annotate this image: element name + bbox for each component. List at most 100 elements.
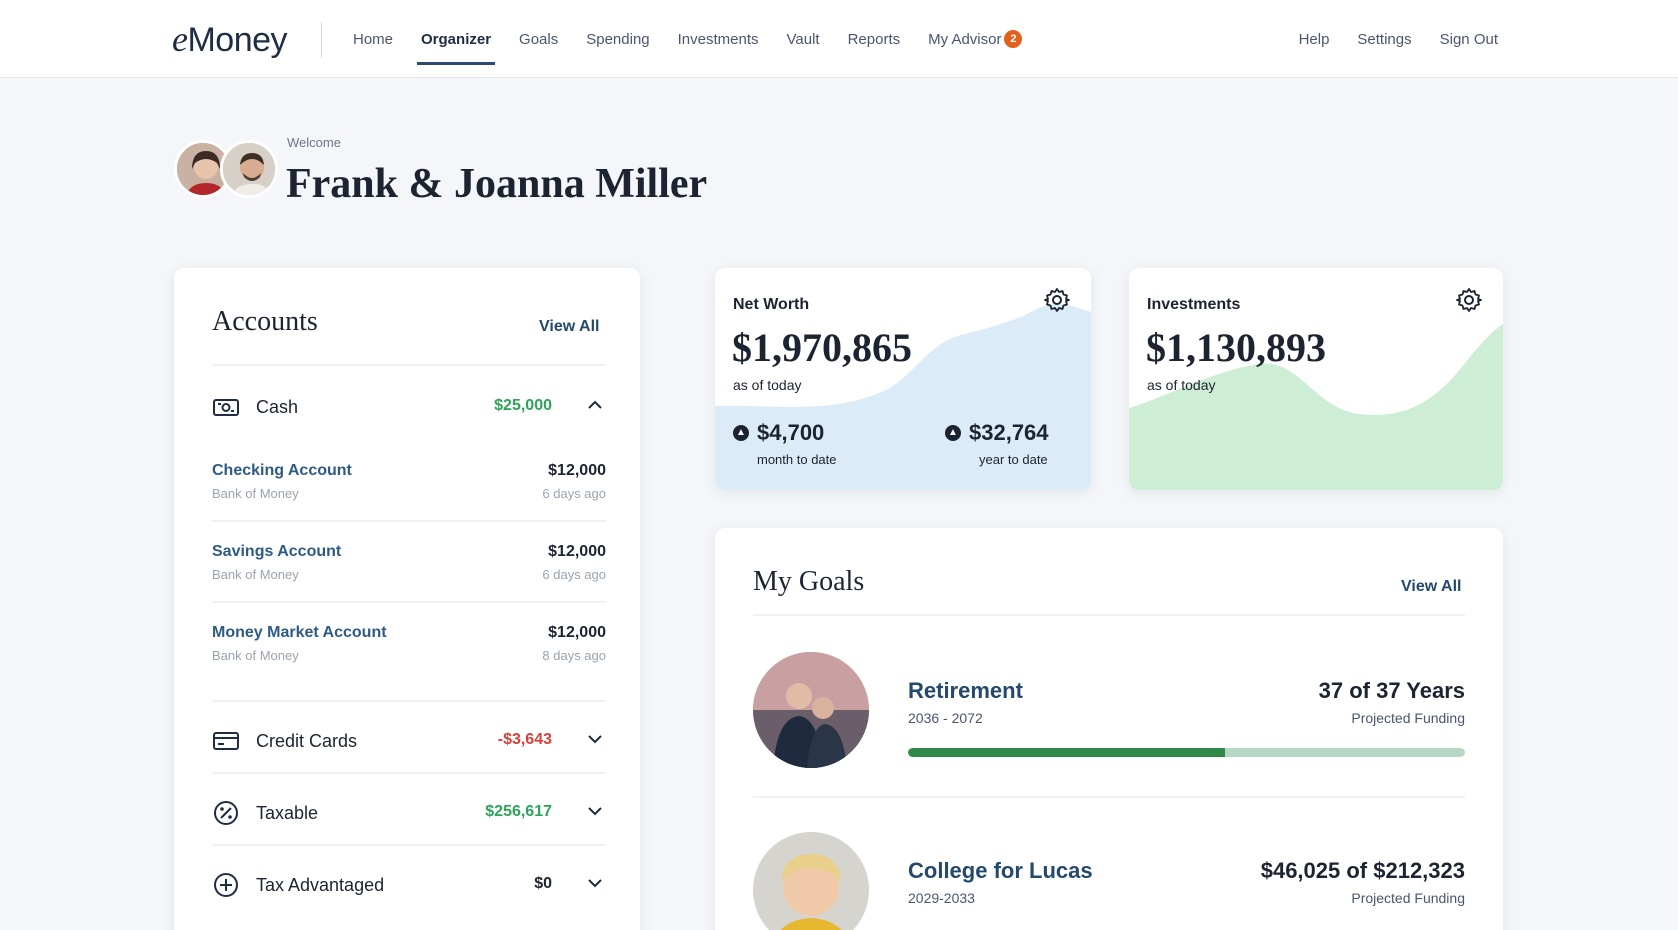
advisor-notification-badge: 2: [1004, 30, 1023, 48]
goals-card: My Goals View All Retirement 2036 - 2072…: [715, 528, 1503, 930]
account-name[interactable]: Money Market Account: [212, 624, 387, 641]
investments-card[interactable]: Investments $1,130,893 as of today: [1129, 268, 1503, 490]
account-row-money-market[interactable]: Money Market Account Bank of Money $12,0…: [212, 624, 606, 672]
chevron-down-icon[interactable]: [584, 800, 606, 822]
account-amount: $12,000: [548, 543, 606, 560]
mtd-value: $4,700: [757, 420, 825, 445]
percent-icon: [214, 801, 238, 825]
net-worth-as-of: as of today: [733, 377, 802, 393]
goal-row-retirement[interactable]: Retirement 2036 - 2072 37 of 37 Years Pr…: [753, 652, 1465, 772]
goal-progress-bar: [908, 748, 1465, 757]
account-group-label: Credit Cards: [256, 731, 358, 751]
investments-value: $1,130,893: [1146, 325, 1326, 370]
group-divider: [212, 772, 606, 774]
net-worth-area-chart: [715, 304, 1091, 490]
nav-organizer[interactable]: Organizer: [417, 0, 496, 78]
nav-my-advisor[interactable]: My Advisor 2: [928, 0, 1023, 78]
nav-sign-out[interactable]: Sign Out: [1439, 30, 1498, 48]
account-bank: Bank of Money: [212, 486, 299, 501]
goal-name[interactable]: College for Lucas: [908, 858, 1093, 883]
goals-title: My Goals: [753, 566, 865, 597]
chevron-down-icon[interactable]: [584, 872, 606, 894]
account-bank: Bank of Money: [212, 567, 299, 582]
arrow-up-icon: ▲: [945, 425, 961, 441]
nav-help[interactable]: Help: [1298, 30, 1330, 48]
goal-photo-college: [753, 832, 869, 930]
goal-progress-fill: [908, 748, 1226, 757]
account-group-label: Taxable: [256, 803, 319, 823]
gear-icon[interactable]: [1455, 286, 1483, 314]
cash-icon: [213, 399, 239, 416]
nav-vault[interactable]: Vault: [786, 30, 820, 48]
nav-my-advisor-label: My Advisor: [928, 30, 1002, 48]
account-row-savings[interactable]: Savings Account Bank of Money $12,000 6 …: [212, 543, 606, 591]
account-group-cash[interactable]: Cash $25,000: [212, 386, 606, 426]
nav-home[interactable]: Home: [353, 30, 394, 48]
emoney-logo[interactable]: eMoney: [172, 18, 288, 60]
account-amount: $12,000: [548, 462, 606, 479]
chevron-up-icon[interactable]: [584, 394, 606, 416]
net-worth-label: Net Worth: [733, 296, 810, 313]
welcome-label: Welcome: [287, 135, 341, 150]
chevron-down-icon[interactable]: [584, 728, 606, 750]
accounts-title: Accounts: [212, 306, 318, 337]
goals-view-all-link[interactable]: View All: [1401, 578, 1462, 595]
main-nav: Home Organizer Goals Spending Investment…: [353, 0, 1050, 78]
nav-divider: [321, 22, 322, 58]
account-group-total: -$3,643: [497, 731, 552, 748]
net-worth-value: $1,970,865: [732, 325, 912, 370]
nav-spending[interactable]: Spending: [586, 30, 650, 48]
row-divider: [212, 601, 606, 603]
logo-e: e: [172, 19, 188, 59]
row-divider: [212, 520, 606, 522]
investments-label: Investments: [1147, 296, 1241, 313]
goal-funding-label: Projected Funding: [1351, 710, 1465, 726]
account-name[interactable]: Checking Account: [212, 462, 352, 479]
accounts-card: Accounts View All Cash $25,000 Checking …: [174, 268, 640, 930]
account-group-tax-advantaged[interactable]: Tax Advantaged $0: [212, 864, 606, 904]
utility-nav: Help Settings Sign Out: [1271, 0, 1498, 78]
account-amount: $12,000: [548, 624, 606, 641]
client-avatars: [174, 140, 280, 200]
investments-as-of: as of today: [1147, 377, 1216, 393]
arrow-up-icon: ▲: [733, 425, 749, 441]
plus-circle-icon: [214, 873, 238, 897]
goal-funding-label: Projected Funding: [1351, 890, 1465, 906]
ytd-label: year to date: [979, 452, 1048, 467]
account-group-taxable[interactable]: Taxable $256,617: [212, 792, 606, 832]
account-group-label: Cash: [256, 397, 299, 417]
gear-icon[interactable]: [1043, 286, 1071, 314]
accounts-divider: [212, 364, 606, 366]
accounts-view-all-link[interactable]: View All: [539, 318, 600, 335]
investments-area-chart: [1129, 324, 1503, 490]
nav-settings[interactable]: Settings: [1357, 30, 1412, 48]
account-row-checking[interactable]: Checking Account Bank of Money $12,000 6…: [212, 462, 606, 510]
net-worth-card[interactable]: Net Worth $1,970,865 as of today ▲ $4,70…: [715, 268, 1091, 490]
account-name[interactable]: Savings Account: [212, 543, 342, 560]
goals-divider: [753, 614, 1465, 616]
nav-reports[interactable]: Reports: [847, 30, 901, 48]
group-divider: [212, 700, 606, 702]
goal-row-college[interactable]: College for Lucas 2029-2033 $46,025 of $…: [753, 832, 1465, 930]
account-updated: 6 days ago: [542, 486, 606, 501]
account-group-label: Tax Advantaged: [256, 875, 385, 895]
credit-card-icon: [213, 732, 239, 750]
ytd-value: $32,764: [969, 420, 1049, 445]
account-group-total: $25,000: [494, 397, 552, 414]
goal-divider: [753, 796, 1465, 798]
nav-investments[interactable]: Investments: [677, 30, 759, 48]
goal-progress-text: $46,025 of $212,323: [1260, 858, 1465, 883]
account-bank: Bank of Money: [212, 648, 299, 663]
mtd-label: month to date: [757, 452, 837, 467]
logo-text: Money: [187, 21, 288, 59]
goal-years: 2029-2033: [908, 890, 975, 906]
goal-years: 2036 - 2072: [908, 710, 983, 726]
avatar-frank: [220, 140, 278, 198]
account-group-credit-cards[interactable]: Credit Cards -$3,643: [212, 720, 606, 760]
goal-progress-text: 37 of 37 Years: [1318, 678, 1465, 703]
nav-goals[interactable]: Goals: [519, 30, 559, 48]
goal-photo-retirement: [753, 652, 869, 768]
top-nav: eMoney Home Organizer Goals Spending Inv…: [0, 0, 1678, 78]
goal-name[interactable]: Retirement: [908, 678, 1023, 703]
account-updated: 6 days ago: [542, 567, 606, 582]
